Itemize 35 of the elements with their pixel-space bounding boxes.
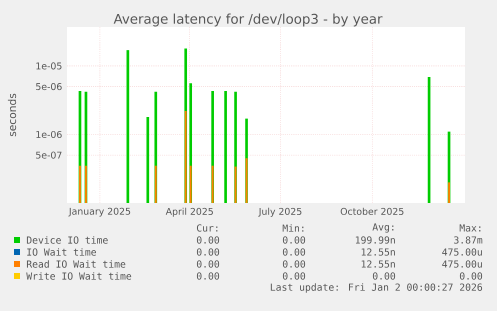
legend-label: Read IO Wait time	[26, 260, 126, 268]
y-tick-label: 5e-06	[36, 83, 62, 90]
text: 0.00	[196, 248, 220, 256]
legend-label: Device IO time	[26, 236, 108, 244]
text: 12.55n	[362, 248, 395, 256]
text: 0.00	[282, 248, 306, 256]
text: 0.00	[460, 272, 482, 280]
legend-label: Write IO Wait time	[26, 272, 132, 280]
y-tick-label: 5e-07	[36, 152, 62, 159]
legend-label: IO Wait time	[27, 248, 96, 256]
x-tick-label: October 2025	[340, 208, 404, 215]
text: Min:	[282, 224, 304, 232]
text: 0.00	[196, 272, 220, 280]
text: Cur:	[196, 224, 218, 232]
text: 199.99n	[356, 236, 395, 244]
text: 3.87m	[454, 236, 482, 244]
chart-title: Average latency for /dev/loop3 - by year	[114, 14, 382, 26]
text: Max:	[460, 224, 480, 232]
text: 0.00	[196, 260, 220, 268]
text: 0.00	[372, 272, 396, 280]
y-axis-title: seconds	[8, 94, 16, 136]
x-tick-label: January 2025	[68, 208, 130, 217]
text: 475.00u	[442, 260, 482, 268]
text: 0.00	[282, 272, 306, 280]
text: 475.00u	[442, 248, 482, 256]
text: 0.00	[282, 236, 306, 244]
x-tick-label: April 2025	[166, 208, 213, 217]
text: Last update: Fri Jan 2 00:00:27 2026	[270, 283, 482, 293]
x-tick-label: July 2025	[258, 208, 302, 217]
y-tick-label: 1e-05	[36, 62, 62, 70]
text: 0.00	[196, 236, 220, 244]
text: 12.55n	[362, 260, 395, 268]
text: Avg:	[372, 223, 394, 233]
text: 0.00	[282, 260, 306, 268]
y-tick-label: 1e-06	[36, 130, 62, 138]
